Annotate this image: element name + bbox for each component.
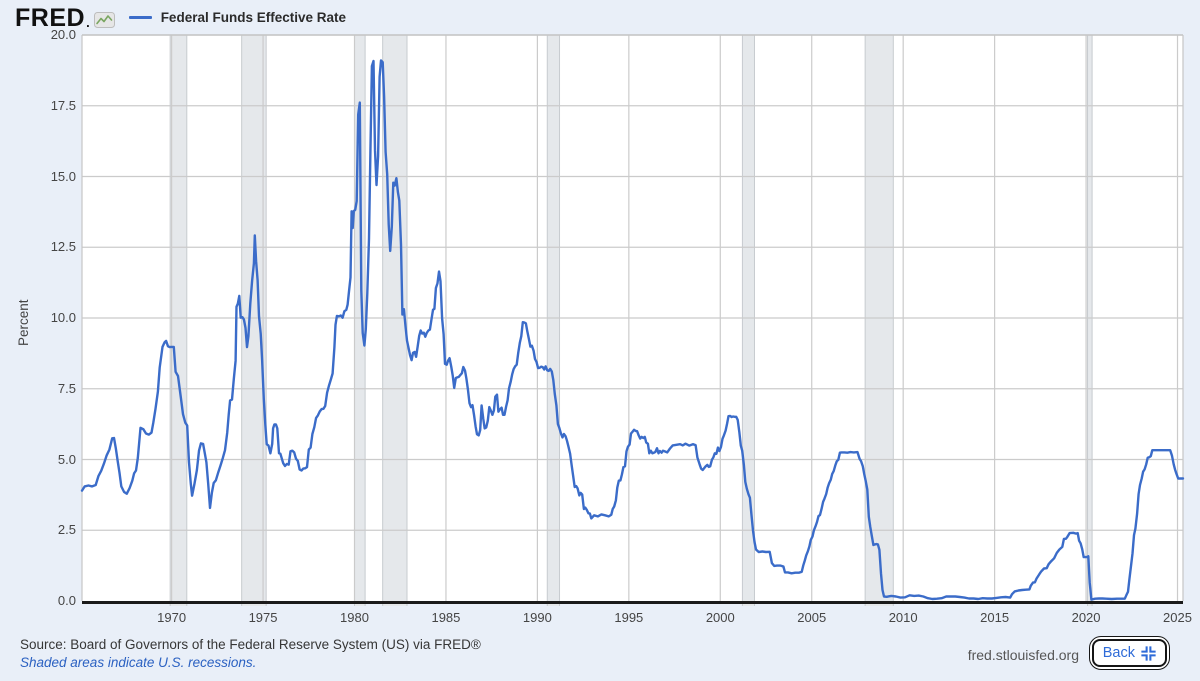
x-tick-label: 1990: [522, 610, 552, 625]
source-text: Source: Board of Governors of the Federa…: [20, 637, 481, 652]
y-tick-label: 15.0: [50, 168, 76, 184]
recession-band: [1087, 35, 1093, 606]
back-button-inner: Back: [1091, 639, 1167, 667]
x-tick-label: 2010: [888, 610, 918, 625]
site-url: fred.stlouisfed.org: [967, 647, 1079, 663]
recession-band: [241, 35, 267, 606]
x-tick-label: 1995: [614, 610, 644, 625]
y-tick-label: 10.0: [50, 310, 76, 325]
x-tick-label: 2015: [980, 610, 1010, 625]
x-tick-label: 1980: [340, 610, 369, 625]
x-tick-label: 1970: [157, 610, 187, 625]
series-line-federal-funds-rate: [80, 59, 1185, 601]
x-tick-label: 2005: [797, 610, 827, 625]
recession-band: [170, 35, 187, 606]
legend-line-swatch: [128, 16, 152, 19]
x-tick-label: 1975: [248, 610, 278, 625]
legend-series-label: Federal Funds Effective Rate: [160, 10, 346, 25]
recession-band: [742, 35, 755, 606]
fred-logo-sparkline-icon: [93, 11, 115, 28]
y-tick-label: 20.0: [50, 27, 76, 42]
y-tick-label: 5.0: [57, 451, 76, 467]
y-tick-label: 17.5: [50, 97, 76, 113]
legend: Federal Funds Effective Rate: [128, 10, 346, 25]
x-tick-label: 2000: [705, 610, 735, 625]
y-tick-label: 7.5: [57, 380, 76, 396]
y-tick-label: 2.5: [57, 522, 76, 538]
fred-logo: FRED.: [15, 3, 115, 32]
recession-band: [354, 35, 366, 606]
x-tick-label: 2025: [1163, 610, 1192, 625]
y-tick-label: 12.5: [50, 239, 76, 255]
recession-band: [547, 35, 560, 606]
chart-header: FRED. Federal Funds Effective Rate: [0, 0, 1200, 35]
back-button[interactable]: Back: [1088, 636, 1170, 670]
fred-logo-registered-mark: .: [86, 14, 90, 30]
recession-band: [865, 35, 894, 606]
recession-band: [382, 35, 407, 606]
recession-note-link[interactable]: Shaded areas indicate U.S. recessions.: [20, 655, 257, 670]
fred-logo-text: FRED: [15, 3, 86, 32]
back-button-label: Back: [1102, 645, 1135, 661]
x-tick-label: 1985: [431, 610, 461, 625]
y-tick-label: 0.0: [57, 593, 76, 608]
compress-exit-fullscreen-icon: [1141, 645, 1156, 661]
x-tick-label: 2020: [1071, 610, 1101, 625]
